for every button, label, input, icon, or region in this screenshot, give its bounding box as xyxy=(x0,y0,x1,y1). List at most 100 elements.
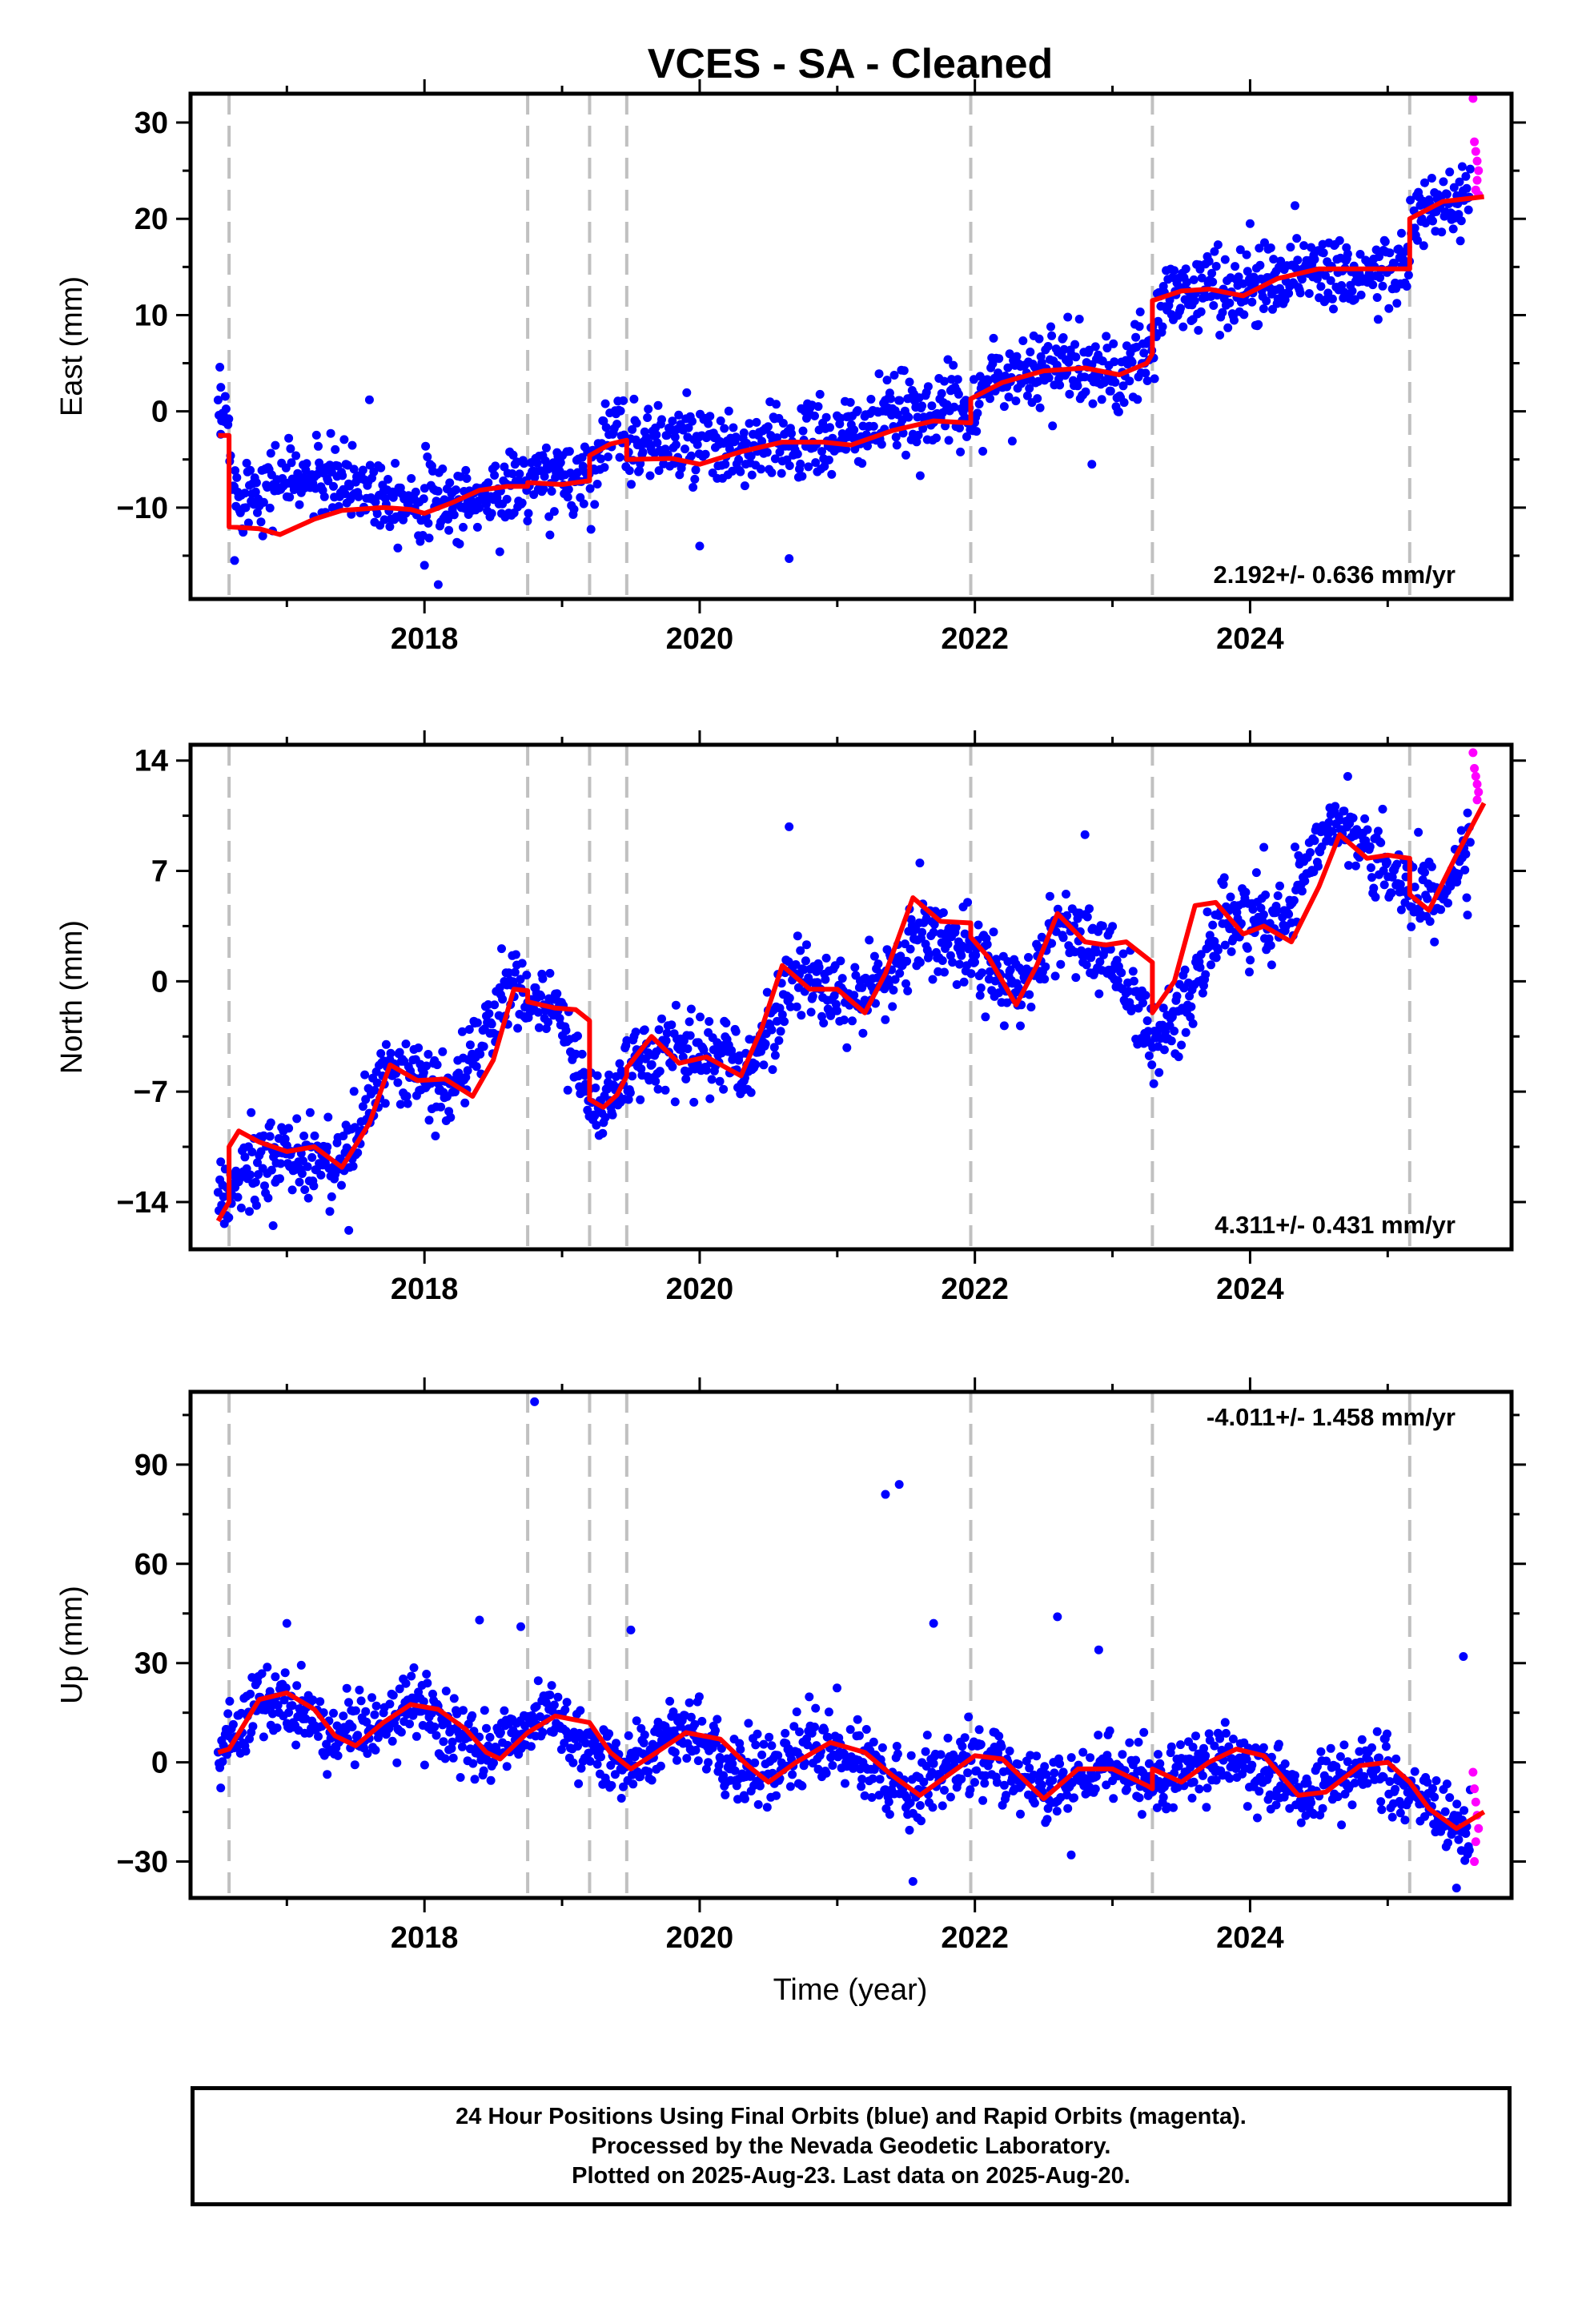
model-fit-line xyxy=(217,1690,1486,1831)
data-point xyxy=(555,1014,564,1023)
data-point xyxy=(827,469,837,479)
data-point xyxy=(1181,1027,1191,1037)
data-point xyxy=(1102,1780,1111,1790)
data-point xyxy=(1182,278,1191,287)
data-point xyxy=(731,1027,741,1036)
data-point xyxy=(940,376,949,386)
data-point xyxy=(1134,1793,1144,1803)
data-point xyxy=(889,985,898,995)
data-point xyxy=(652,430,661,440)
data-point xyxy=(893,1749,902,1759)
data-point xyxy=(1261,891,1271,899)
data-point xyxy=(1131,332,1141,342)
data-point xyxy=(1094,989,1104,999)
data-point xyxy=(913,430,923,440)
data-point xyxy=(447,1743,456,1753)
data-point xyxy=(685,1698,694,1707)
data-point xyxy=(1141,368,1150,378)
data-point xyxy=(267,1165,276,1175)
data-point xyxy=(1074,315,1084,324)
data-point xyxy=(1318,1803,1327,1813)
data-point xyxy=(296,1660,306,1670)
data-point xyxy=(612,420,622,429)
data-point xyxy=(450,1088,460,1096)
data-point xyxy=(218,1757,227,1767)
data-point xyxy=(1464,1845,1474,1855)
data-point xyxy=(674,410,684,420)
data-point xyxy=(600,1112,610,1122)
data-point xyxy=(915,471,925,480)
data-point xyxy=(797,472,807,481)
data-point xyxy=(841,1779,849,1788)
data-point xyxy=(1286,243,1295,252)
data-point xyxy=(372,509,382,518)
outlier-point xyxy=(1245,219,1255,228)
rapid-orbit-point xyxy=(1472,175,1482,185)
data-point xyxy=(259,1732,268,1742)
data-point xyxy=(411,487,420,497)
data-point xyxy=(929,1759,938,1768)
data-point xyxy=(248,1722,258,1731)
data-point xyxy=(1414,827,1423,837)
data-point xyxy=(263,1663,272,1672)
data-point xyxy=(608,1110,617,1120)
data-point xyxy=(1218,308,1227,317)
x-tick-label: 2024 xyxy=(1216,1273,1284,1306)
data-point xyxy=(1125,376,1134,386)
data-point xyxy=(1250,279,1259,288)
data-point xyxy=(228,1719,238,1729)
data-point xyxy=(1190,296,1199,306)
data-point xyxy=(867,1793,877,1802)
data-point xyxy=(1154,1068,1164,1077)
data-point xyxy=(523,517,532,525)
data-point xyxy=(1102,344,1112,353)
data-point xyxy=(1296,1818,1306,1827)
data-point xyxy=(1300,876,1310,886)
data-point xyxy=(842,1043,852,1052)
data-point xyxy=(734,455,744,464)
data-point xyxy=(1339,1740,1349,1750)
data-point xyxy=(1331,802,1340,811)
data-point xyxy=(396,1100,405,1109)
data-point xyxy=(552,989,562,999)
data-point xyxy=(690,1719,700,1729)
data-point xyxy=(586,525,596,534)
data-point xyxy=(746,452,756,460)
data-point xyxy=(295,1177,304,1187)
data-point xyxy=(433,486,443,496)
data-point xyxy=(755,1781,765,1791)
data-point xyxy=(265,1132,275,1141)
data-point xyxy=(1379,866,1388,875)
data-point xyxy=(480,1706,489,1715)
data-point xyxy=(989,927,998,937)
data-point xyxy=(487,1019,496,1029)
data-point xyxy=(1371,1764,1381,1774)
data-point xyxy=(592,1759,602,1769)
data-point xyxy=(746,1088,756,1097)
outlier-point xyxy=(785,554,794,564)
data-point xyxy=(927,401,937,411)
data-point xyxy=(1384,304,1394,313)
data-point xyxy=(271,440,280,450)
data-point xyxy=(1198,1771,1207,1780)
data-point xyxy=(863,441,872,451)
data-point xyxy=(806,1007,816,1017)
data-point xyxy=(1024,953,1033,962)
data-point xyxy=(223,1709,233,1719)
data-point xyxy=(693,440,702,449)
data-point xyxy=(1327,294,1337,304)
data-point xyxy=(1098,356,1107,366)
data-point xyxy=(616,406,625,416)
data-point xyxy=(901,979,910,988)
data-point xyxy=(624,466,634,476)
data-point xyxy=(1211,1775,1221,1785)
data-point xyxy=(1392,299,1402,308)
data-point xyxy=(1428,1783,1437,1793)
data-point xyxy=(299,1132,309,1140)
data-point xyxy=(873,959,883,969)
data-point xyxy=(231,1166,241,1176)
outlier-point xyxy=(1397,228,1406,238)
data-point xyxy=(874,369,884,379)
data-point xyxy=(532,1702,541,1711)
data-point xyxy=(1378,804,1387,814)
